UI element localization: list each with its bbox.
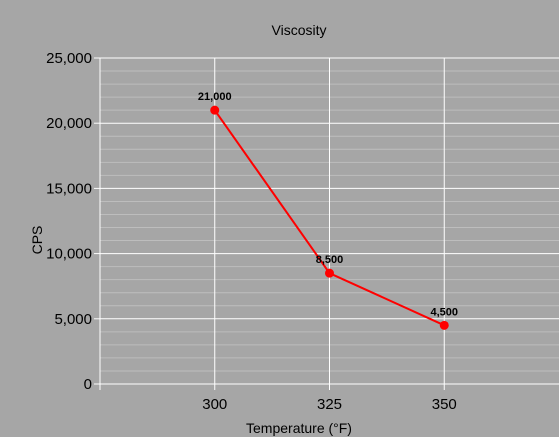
data-labels: 21,000 8,500 4,500	[198, 91, 458, 318]
chart-title: Viscosity	[272, 22, 327, 38]
data-label: 4,500	[430, 306, 458, 318]
y-tick-label: 15,000	[46, 180, 92, 197]
series-group	[210, 105, 449, 330]
x-tick-label: 300	[202, 396, 227, 413]
data-point	[210, 105, 220, 115]
x-axis-title: Temperature (°F)	[246, 420, 352, 436]
y-tick-label: 20,000	[46, 115, 92, 132]
y-axis-title: CPS	[29, 226, 45, 255]
y-tick-label: 10,000	[46, 246, 92, 263]
data-label: 8,500	[316, 254, 344, 266]
x-tick-label: 325	[317, 396, 342, 413]
data-label: 21,000	[198, 91, 232, 103]
x-tick-label: 350	[432, 396, 457, 413]
y-tick-label: 0	[84, 376, 92, 393]
axes	[94, 58, 559, 390]
y-axis-ticks: 0 5,000 10,000 15,000 20,000 25,000	[46, 50, 100, 393]
y-tick-label: 25,000	[46, 50, 92, 67]
y-tick-label: 5,000	[54, 311, 92, 328]
x-axis-ticks: 300 325 350	[202, 384, 457, 413]
data-point	[325, 268, 334, 278]
data-point	[439, 320, 449, 330]
